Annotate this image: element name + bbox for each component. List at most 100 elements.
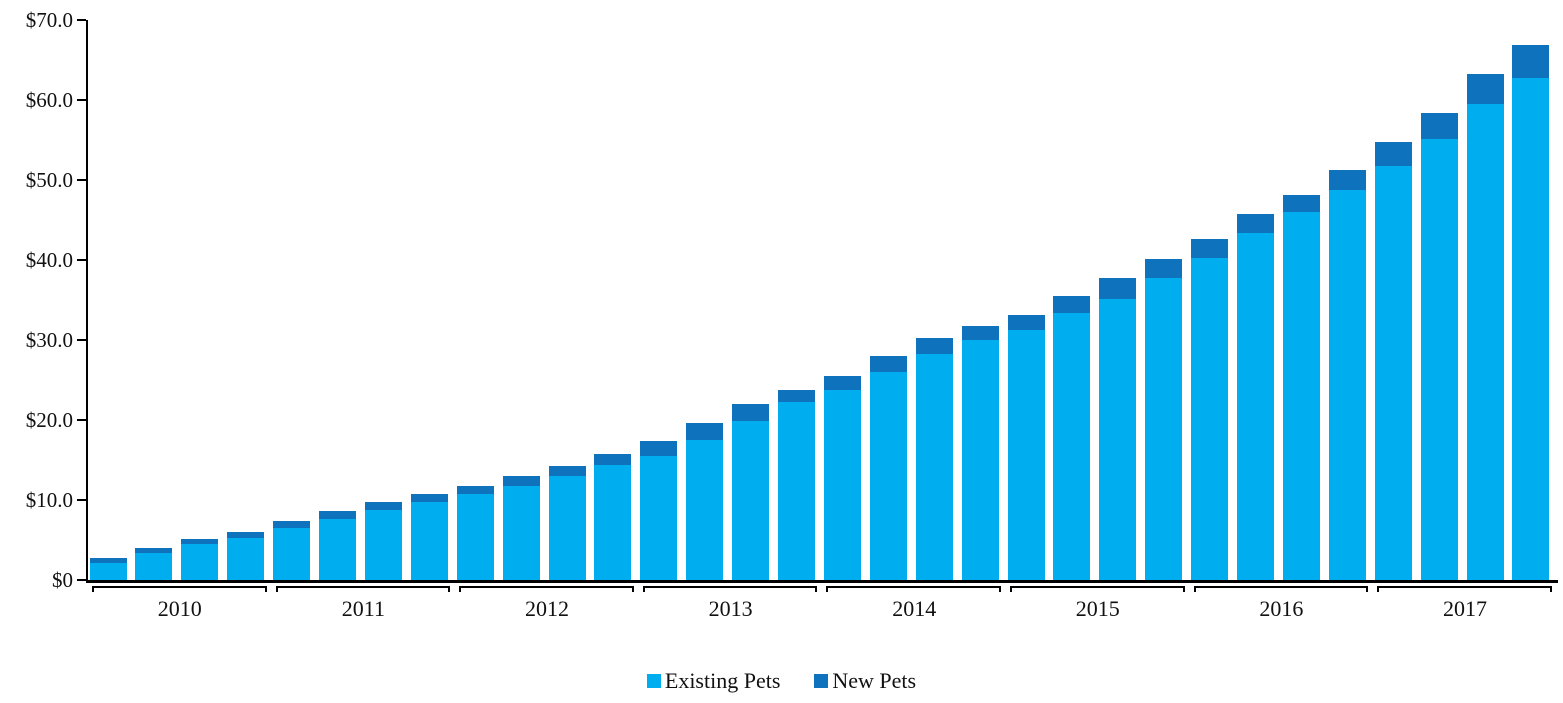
- bar-segment-new-pets: [273, 520, 311, 528]
- bar-segment-existing-pets: [1374, 165, 1412, 580]
- bar-segment-new-pets: [1099, 277, 1137, 300]
- y-axis-tick-label: $20.0: [25, 408, 73, 432]
- bar-segment-new-pets: [732, 404, 770, 421]
- bar-segment-existing-pets: [1053, 312, 1091, 580]
- x-axis-year-label: 2013: [708, 596, 753, 621]
- bar-segment-existing-pets: [502, 486, 540, 580]
- bar-segment-existing-pets: [410, 501, 448, 580]
- bar-segment-new-pets: [456, 485, 494, 494]
- bar-segment-new-pets: [1420, 112, 1458, 140]
- year-group-bracket: [1193, 586, 1369, 592]
- bar-segment-new-pets: [1007, 315, 1045, 330]
- bar-segment-new-pets: [227, 532, 265, 538]
- bar-segment-existing-pets: [1237, 232, 1274, 580]
- bar-segment-existing-pets: [273, 528, 311, 580]
- bar-segment-new-pets: [961, 325, 999, 340]
- x-axis-line: [86, 580, 1558, 583]
- bar-segment-existing-pets: [1282, 212, 1320, 580]
- chart-legend: Existing Pets New Pets: [0, 668, 1563, 694]
- x-axis-year-label: 2017: [1442, 596, 1487, 621]
- y-axis-tick: [77, 99, 86, 101]
- bar-segment-new-pets: [1191, 239, 1229, 258]
- bar-segment-existing-pets: [1466, 104, 1504, 580]
- bar-segment-new-pets: [869, 356, 907, 372]
- bar-segment-new-pets: [823, 376, 861, 390]
- y-axis-tick: [77, 579, 86, 581]
- bar-segment-new-pets: [1145, 259, 1183, 279]
- bar-segment-existing-pets: [89, 563, 127, 580]
- bar-segment-new-pets: [915, 338, 953, 354]
- legend-item-existing-pets: Existing Pets: [646, 668, 780, 694]
- bar-segment-new-pets: [410, 494, 448, 502]
- existing-pets-swatch-icon: [646, 674, 661, 688]
- bar-segment-existing-pets: [961, 340, 999, 580]
- bar-segment-existing-pets: [181, 544, 219, 580]
- y-axis-tick-label: $60.0: [25, 88, 73, 112]
- y-axis-tick: [77, 339, 86, 341]
- bar-segment-new-pets: [1512, 44, 1550, 79]
- bar-segment-new-pets: [594, 453, 632, 465]
- x-axis-year-label: 2012: [524, 596, 569, 621]
- x-axis-year-label: 2015: [1075, 596, 1120, 621]
- bar-segment-new-pets: [502, 476, 540, 487]
- y-axis-tick: [77, 259, 86, 261]
- x-axis-year-label: 2011: [341, 596, 385, 621]
- y-axis-tick-label: $30.0: [25, 328, 73, 352]
- bar-segment-existing-pets: [1191, 257, 1229, 580]
- y-axis-tick-label: $0: [52, 568, 73, 592]
- y-axis-line: [86, 20, 88, 583]
- bar-segment-existing-pets: [364, 510, 402, 580]
- y-axis-tick-label: $70.0: [25, 8, 73, 32]
- bar-segment-existing-pets: [640, 456, 678, 580]
- bar-segment-existing-pets: [1328, 189, 1366, 580]
- x-axis-year-label: 2014: [892, 596, 937, 621]
- legend-item-new-pets: New Pets: [814, 668, 916, 694]
- bar-segment-existing-pets: [778, 401, 815, 580]
- bar-segment-existing-pets: [135, 552, 173, 580]
- y-axis-tick: [77, 179, 86, 181]
- bar-segment-existing-pets: [1099, 299, 1137, 580]
- y-axis-tick-label: $10.0: [25, 488, 73, 512]
- year-group-bracket: [642, 586, 818, 592]
- year-group-bracket: [92, 586, 267, 592]
- bar-segment-existing-pets: [1420, 139, 1458, 580]
- bar-segment-existing-pets: [1007, 329, 1045, 580]
- bar-segment-new-pets: [364, 502, 402, 511]
- bar-segment-new-pets: [1466, 73, 1504, 104]
- new-pets-swatch-icon: [814, 674, 829, 688]
- bar-segment-new-pets: [89, 558, 127, 564]
- bar-segment-new-pets: [686, 423, 724, 440]
- year-group-bracket: [459, 586, 634, 592]
- bar-segment-new-pets: [778, 390, 815, 402]
- bar-segment-existing-pets: [594, 464, 632, 580]
- bar-segment-existing-pets: [548, 476, 586, 580]
- bar-segment-new-pets: [1328, 169, 1366, 190]
- y-axis-tick: [77, 419, 86, 421]
- y-axis-tick: [77, 19, 86, 21]
- bar-segment-new-pets: [1053, 296, 1091, 313]
- legend-label-new-pets: New Pets: [832, 668, 917, 693]
- bar-segment-new-pets: [135, 548, 173, 553]
- bar-segment-new-pets: [319, 511, 356, 520]
- bar-segment-new-pets: [1237, 214, 1274, 233]
- x-axis-year-label: 2016: [1259, 596, 1304, 621]
- year-group-bracket: [1377, 586, 1552, 592]
- bar-segment-existing-pets: [227, 537, 265, 580]
- bar-segment-new-pets: [1374, 141, 1412, 166]
- y-axis-tick-label: $40.0: [25, 248, 73, 272]
- bar-segment-new-pets: [548, 465, 586, 476]
- x-axis-year-label: 2010: [157, 596, 202, 621]
- bar-segment-new-pets: [640, 440, 678, 456]
- bar-segment-existing-pets: [686, 440, 724, 580]
- bar-segment-existing-pets: [456, 493, 494, 580]
- y-axis-tick: [77, 499, 86, 501]
- bar-segment-existing-pets: [823, 389, 861, 580]
- bar-segment-existing-pets: [869, 372, 907, 580]
- bar-segment-existing-pets: [915, 353, 953, 580]
- bar-segment-existing-pets: [1512, 78, 1550, 580]
- y-axis-tick-label: $50.0: [25, 168, 73, 192]
- bar-segment-existing-pets: [732, 420, 770, 580]
- bar-segment-existing-pets: [319, 519, 356, 580]
- year-group-bracket: [1010, 586, 1185, 592]
